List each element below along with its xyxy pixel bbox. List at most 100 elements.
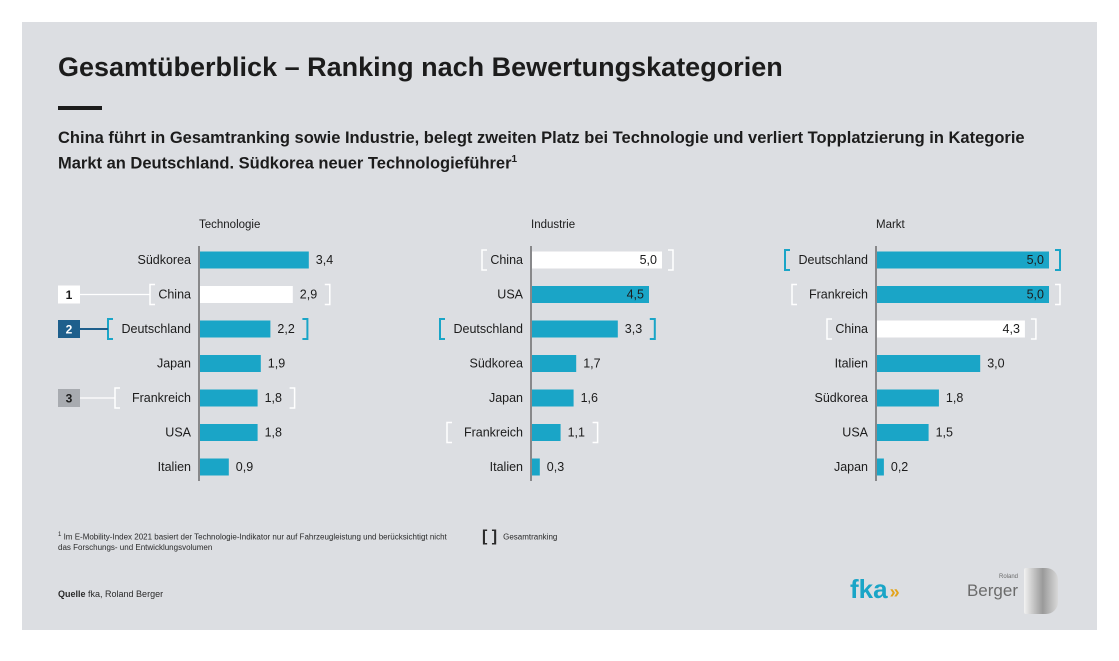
industrie-bracket-right-deutschland <box>649 318 656 340</box>
industrie-bar-italien <box>532 458 540 476</box>
markt-bar-deutschland <box>877 251 1049 269</box>
industrie-value-deutschland: 3,3 <box>625 322 642 336</box>
technologie-bracket-right-china <box>324 283 331 306</box>
markt-bar-china <box>877 320 1025 338</box>
technologie-bracket-left-frankreich <box>114 387 120 409</box>
markt-label-suedkorea: Südkorea <box>814 391 868 405</box>
markt-bar-japan <box>877 458 884 476</box>
fka-logo: fka» <box>850 574 900 605</box>
footnote-mark: 1 <box>58 532 62 538</box>
industrie-label-deutschland: Deutschland <box>454 322 524 336</box>
markt-value-china: 4,3 <box>1003 322 1020 336</box>
industrie-label-japan: Japan <box>489 391 523 405</box>
industrie-value-usa: 4,5 <box>627 288 644 302</box>
markt-chart-title: Markt <box>876 219 906 231</box>
markt-value-usa: 1,5 <box>936 426 953 440</box>
technologie-value-japan: 1,9 <box>268 357 285 371</box>
industrie-label-frankreich: Frankreich <box>464 426 523 440</box>
source-text: fka, Roland Berger <box>88 589 164 599</box>
technologie-bar-deutschland <box>200 320 271 338</box>
markt-bracket-right-deutschland <box>1055 249 1061 271</box>
subtitle-footnote-mark: 1 <box>511 154 518 165</box>
industrie-label-usa: USA <box>497 288 523 302</box>
technologie-bar-japan <box>200 355 261 372</box>
technologie-label-china: China <box>158 288 191 302</box>
industrie-value-suedkorea: 1,7 <box>583 357 600 371</box>
title-underline <box>58 106 102 110</box>
overall-rank-2-box <box>58 320 80 338</box>
markt-label-deutschland: Deutschland <box>799 253 869 267</box>
roland-berger-logo-big: Berger <box>966 581 1018 600</box>
industrie-bracket-left-frankreich <box>446 421 452 444</box>
industrie-bracket-left-china <box>481 249 487 271</box>
markt-value-frankreich: 5,0 <box>1027 288 1044 302</box>
technologie-bar-usa <box>200 424 258 441</box>
markt-value-suedkorea: 1,8 <box>946 391 963 405</box>
fka-arrows-icon: » <box>889 582 900 602</box>
markt-label-china: China <box>835 322 868 336</box>
industrie-bar-deutschland <box>532 320 618 338</box>
overall-rank-3-number: 3 <box>66 392 73 406</box>
source-line: Quelle fka, Roland Berger <box>58 589 163 599</box>
technologie-bar-suedkorea <box>200 251 309 269</box>
industrie-value-china: 5,0 <box>640 253 657 267</box>
markt-label-frankreich: Frankreich <box>809 288 868 302</box>
markt-bracket-left-china <box>826 318 832 340</box>
legend-bracket-symbol: [ ] <box>482 528 498 545</box>
overall-rank-1-number: 1 <box>66 288 73 302</box>
industrie-value-frankreich: 1,1 <box>568 426 585 440</box>
markt-bar-frankreich <box>877 286 1049 303</box>
subtitle-text: China führt in Gesamtranking sowie Indus… <box>58 129 1025 173</box>
markt-bar-italien <box>877 355 981 372</box>
markt-bracket-right-frankreich <box>1055 283 1061 306</box>
technologie-label-usa: USA <box>165 426 191 440</box>
industrie-bar-suedkorea <box>532 355 577 372</box>
markt-label-italien: Italien <box>835 357 868 371</box>
technologie-value-china: 2,9 <box>300 288 317 302</box>
industrie-bar-japan <box>532 389 574 407</box>
subtitle: China führt in Gesamtranking sowie Indus… <box>58 128 1058 175</box>
page-title: Gesamtüberblick – Ranking nach Bewertung… <box>58 52 783 82</box>
technologie-bracket-right-frankreich <box>289 387 296 409</box>
markt-bar-usa <box>877 424 929 441</box>
technologie-bar-italien <box>200 458 229 476</box>
markt-bracket-right-china <box>1030 318 1037 340</box>
overall-rank-2-number: 2 <box>66 323 73 337</box>
source-label: Quelle <box>58 589 86 599</box>
roland-berger-logo: Roland Berger <box>962 568 1062 614</box>
markt-value-italien: 3,0 <box>987 357 1004 371</box>
footnote-text: Im E-Mobility-Index 2021 basiert der Tec… <box>58 532 447 552</box>
industrie-bracket-right-china <box>668 249 674 271</box>
technologie-value-suedkorea: 3,4 <box>316 253 333 267</box>
overall-rank-1-box <box>58 285 80 304</box>
industrie-label-suedkorea: Südkorea <box>469 357 523 371</box>
industrie-label-china: China <box>490 253 523 267</box>
industrie-bracket-left-deutschland <box>439 318 445 340</box>
technologie-value-usa: 1,8 <box>265 426 282 440</box>
markt-value-deutschland: 5,0 <box>1027 253 1044 267</box>
technologie-value-deutschland: 2,2 <box>277 322 294 336</box>
industrie-bracket-right-frankreich <box>592 421 599 444</box>
fka-logo-text: fka <box>850 574 888 604</box>
markt-label-usa: USA <box>842 426 868 440</box>
technologie-value-frankreich: 1,8 <box>265 391 282 405</box>
technologie-bracket-left-china <box>149 283 155 306</box>
footnote: 1 Im E-Mobility-Index 2021 basiert der T… <box>58 530 458 553</box>
industrie-value-japan: 1,6 <box>581 391 598 405</box>
technologie-label-japan: Japan <box>157 357 191 371</box>
technologie-label-frankreich: Frankreich <box>132 391 191 405</box>
roland-berger-logo-small: Roland <box>998 574 1018 580</box>
markt-bar-suedkorea <box>877 389 939 407</box>
markt-bracket-left-deutschland <box>784 249 790 271</box>
legend: [ ] Gesamtranking <box>482 528 557 546</box>
technologie-value-italien: 0,9 <box>236 460 253 474</box>
technologie-bar-frankreich <box>200 389 258 407</box>
markt-value-japan: 0,2 <box>891 460 908 474</box>
technologie-label-deutschland: Deutschland <box>122 322 192 336</box>
roland-berger-mark-icon <box>1024 568 1058 614</box>
industrie-bar-frankreich <box>532 424 561 441</box>
technologie-bracket-right-deutschland <box>302 318 309 340</box>
technologie-bracket-left-deutschland <box>107 318 113 340</box>
legend-label: Gesamtranking <box>503 532 558 542</box>
